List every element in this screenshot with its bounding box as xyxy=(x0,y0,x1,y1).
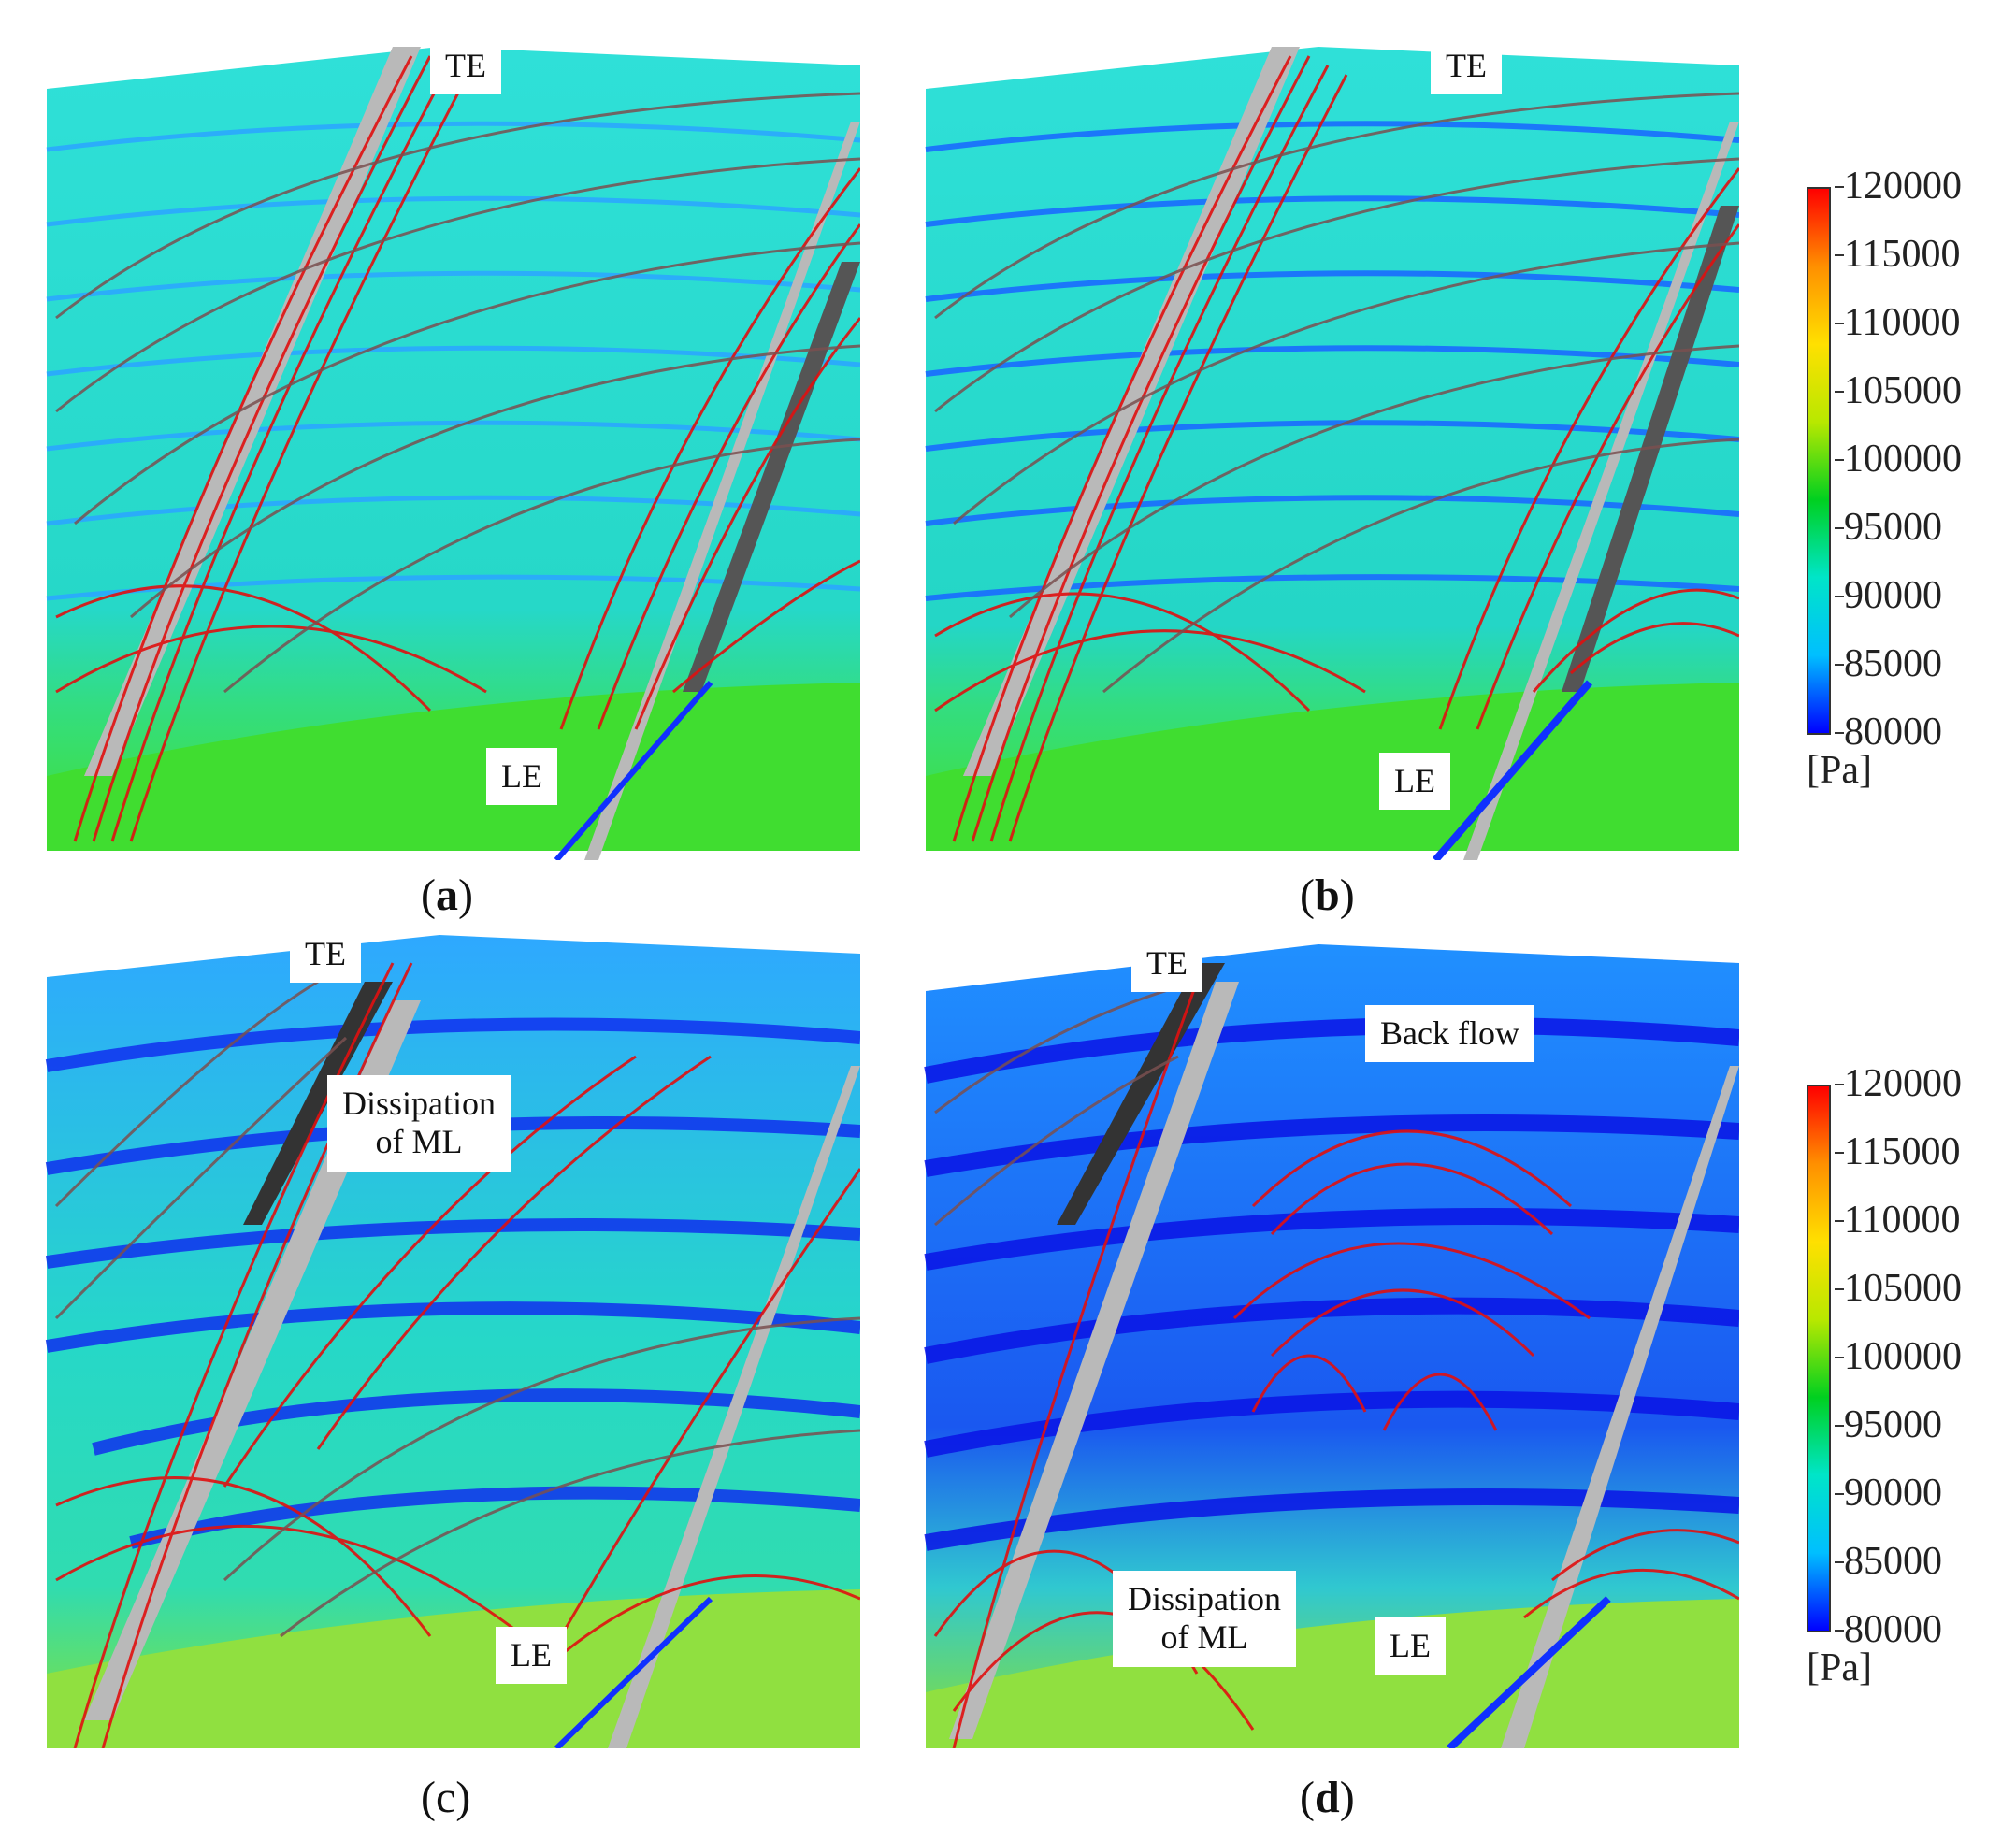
ml-dissipation-line2-d: of ML xyxy=(1160,1618,1248,1657)
le-label-b: LE xyxy=(1379,753,1450,811)
tick-120000: 120000 xyxy=(1835,1062,1962,1105)
tick-80000: 80000 xyxy=(1835,1608,1942,1651)
contour-plot-a xyxy=(46,47,860,860)
tick-85000: 85000 xyxy=(1835,642,1942,685)
ml-dissipation-label-c: Dissipation of ML xyxy=(327,1075,511,1172)
te-label-a: TE xyxy=(430,37,501,95)
contour-plot-b xyxy=(925,47,1739,860)
panel-b: TE LE xyxy=(916,37,1739,860)
caption-b: (b) xyxy=(1300,870,1355,920)
contour-plot-d xyxy=(924,944,1739,1748)
tick-110000: 110000 xyxy=(1834,301,1961,344)
tick-90000: 90000 xyxy=(1835,574,1942,617)
ml-dissipation-line1-d: Dissipation xyxy=(1128,1580,1282,1617)
caption-c: (c) xyxy=(421,1773,471,1822)
ml-dissipation-line1-c: Dissipation xyxy=(342,1085,497,1122)
ml-dissipation-label-d: Dissipation of ML xyxy=(1113,1571,1297,1667)
tick-80000: 80000 xyxy=(1835,711,1942,754)
tick-100000: 100000 xyxy=(1835,1335,1962,1378)
le-label-d: LE xyxy=(1375,1617,1446,1675)
le-label-c: LE xyxy=(496,1627,567,1685)
tick-95000: 95000 xyxy=(1835,506,1942,549)
te-label-c: TE xyxy=(290,926,361,984)
panel-c: TE Dissipation of ML LE xyxy=(37,926,860,1748)
le-label-a: LE xyxy=(486,748,557,806)
unit-label: [Pa] xyxy=(1807,749,1872,792)
tick-95000: 95000 xyxy=(1835,1403,1942,1446)
unit-label: [Pa] xyxy=(1807,1646,1872,1689)
tick-85000: 85000 xyxy=(1835,1540,1942,1583)
panel-a: TE LE xyxy=(37,37,860,860)
panel-d: TE Back flow Dissipation of ML LE xyxy=(916,926,1739,1748)
tick-105000: 105000 xyxy=(1835,369,1962,412)
contour-plot-c xyxy=(45,935,860,1748)
tick-115000: 115000 xyxy=(1834,233,1961,276)
tick-115000: 115000 xyxy=(1834,1130,1961,1173)
te-label-d: TE xyxy=(1131,935,1202,993)
tick-90000: 90000 xyxy=(1835,1472,1942,1515)
te-label-b: TE xyxy=(1431,37,1502,95)
colorbar-gradient xyxy=(1807,1085,1831,1632)
tick-120000: 120000 xyxy=(1835,165,1962,208)
tick-110000: 110000 xyxy=(1834,1199,1961,1242)
caption-a: (a) xyxy=(421,870,473,920)
back-flow-label: Back flow xyxy=(1365,1005,1534,1063)
colorbar-gradient xyxy=(1807,187,1831,735)
tick-105000: 105000 xyxy=(1835,1267,1962,1310)
tick-100000: 100000 xyxy=(1835,438,1962,481)
caption-d: (d) xyxy=(1300,1773,1355,1822)
ml-dissipation-line2-c: of ML xyxy=(375,1123,463,1161)
